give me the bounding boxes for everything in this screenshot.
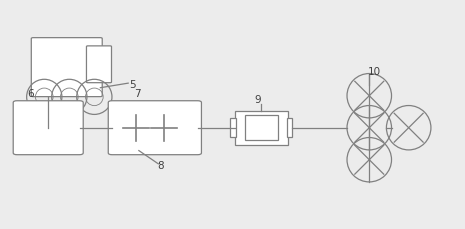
Bar [235,111,288,145]
FancyBboxPatch shape [13,101,83,155]
Bar [245,116,279,141]
FancyBboxPatch shape [31,38,102,97]
Text: 7: 7 [134,89,141,99]
Bar [230,118,236,138]
Text: 6: 6 [27,89,34,99]
FancyBboxPatch shape [86,47,112,83]
Text: 9: 9 [255,95,261,105]
Text: 10: 10 [367,66,380,76]
Text: 8: 8 [157,161,164,171]
Text: 5: 5 [130,80,136,90]
Bar [287,118,292,138]
FancyBboxPatch shape [108,101,201,155]
